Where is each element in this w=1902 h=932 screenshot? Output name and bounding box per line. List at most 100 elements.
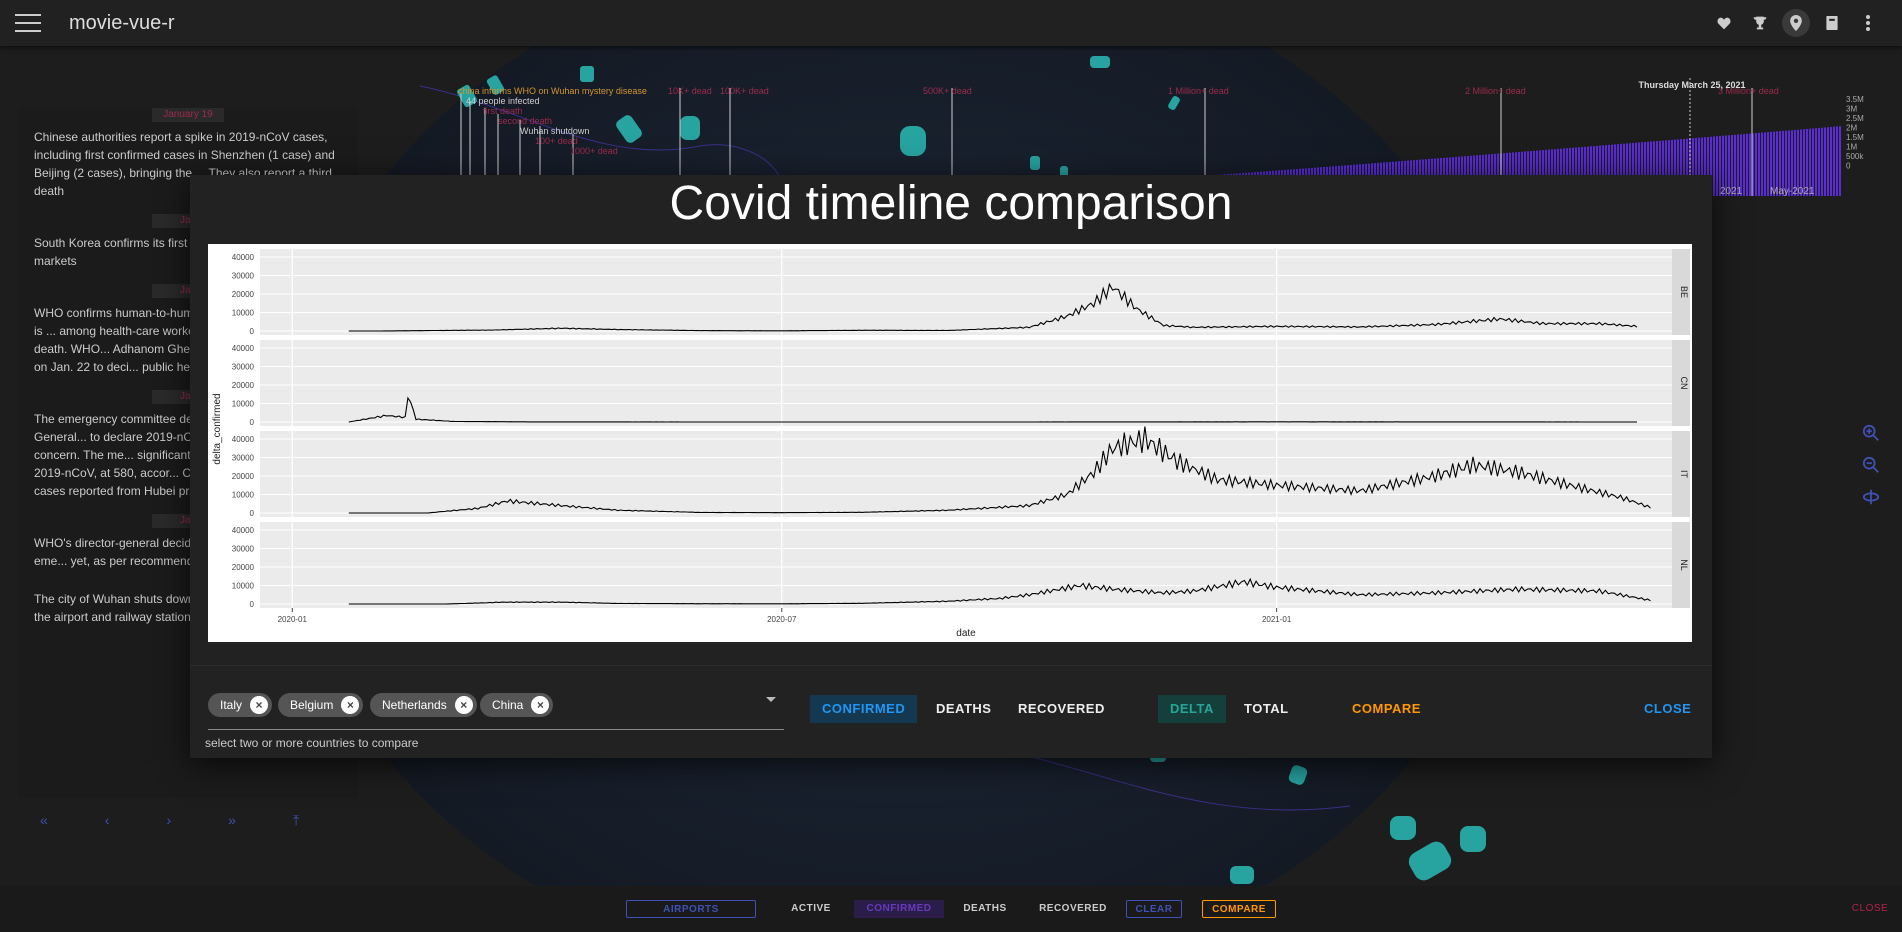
first-page-button[interactable]: « <box>40 812 48 829</box>
timeline-ytick: 1.5M <box>1846 133 1864 142</box>
close-dialog-button[interactable]: CLOSE <box>1632 695 1703 723</box>
deaths-filter[interactable]: DEATHS <box>960 900 1010 918</box>
y-tick-label: 30000 <box>232 272 255 281</box>
country-chip: China × <box>480 693 553 717</box>
x-tick-label: 2020-01 <box>278 615 308 624</box>
app-title: movie-vue-r <box>69 12 175 35</box>
airports-toggle[interactable]: AIRPORTS <box>626 900 756 918</box>
compare-dialog: Covid timeline comparison 0 10000 20000 300… <box>190 175 1712 758</box>
country-chip-label: Italy <box>220 698 242 712</box>
compare-button[interactable]: COMPARE <box>1340 695 1433 723</box>
facet-panel <box>260 431 1672 517</box>
map-zoom-controls <box>1862 424 1880 506</box>
chevron-down-icon[interactable] <box>766 697 776 702</box>
news-pager: « ‹ › » ⤒ <box>40 812 299 829</box>
timeline-event-label[interactable]: Wuhan shutdown <box>520 126 589 136</box>
timeline-event-label[interactable]: 100K+ dead <box>720 86 769 96</box>
timeline-event-label[interactable]: 10K+ dead <box>668 86 712 96</box>
y-tick-label: 10000 <box>232 582 255 591</box>
timeline-event-label[interactable]: 1 Million+ dead <box>1168 86 1229 96</box>
recovered-toggle[interactable]: RECOVERED <box>1006 695 1117 723</box>
upload-button[interactable]: ⤒ <box>293 812 299 829</box>
remove-chip-icon[interactable]: × <box>341 696 359 714</box>
timeline-event-label[interactable]: china informs WHO on Wuhan mystery disea… <box>458 86 647 96</box>
app-bar: movie-vue-r <box>0 0 1902 46</box>
timeline-event-label[interactable]: 2 Million+ dead <box>1465 86 1526 96</box>
confirmed-toggle[interactable]: CONFIRMED <box>810 695 917 723</box>
timeline-xtick: 2021 <box>1720 186 1743 196</box>
x-tick-label: 2021-01 <box>1262 615 1292 624</box>
timeline-ytick: 500k <box>1846 152 1864 161</box>
dialog-title: Covid timeline comparison <box>190 175 1712 245</box>
x-tick-label: 2020-07 <box>767 615 797 624</box>
book-icon[interactable] <box>1818 9 1846 37</box>
x-axis-label: date <box>956 628 976 639</box>
y-tick-label: 30000 <box>232 363 255 372</box>
y-tick-label: 10000 <box>232 491 255 500</box>
country-chip: Netherlands × <box>370 693 477 717</box>
y-tick-label: 20000 <box>232 563 255 572</box>
zoom-out-icon[interactable] <box>1862 456 1880 474</box>
y-tick-label: 20000 <box>232 381 255 390</box>
facet-label: IT <box>1679 470 1689 479</box>
heart-icon[interactable] <box>1710 9 1738 37</box>
active-toggle[interactable]: ACTIVE <box>786 900 836 918</box>
timeline-ytick: 3.5M <box>1846 95 1864 104</box>
timeline-event-label[interactable]: 1000+ dead <box>570 146 618 156</box>
confirmed-filter[interactable]: CONFIRMED <box>854 900 944 918</box>
facet-panel <box>260 522 1672 608</box>
timeline-ytick: 2M <box>1846 124 1857 133</box>
timeline-date-label: Thursday March 25, 2021 <box>1638 80 1745 90</box>
remove-chip-icon[interactable]: × <box>250 696 268 714</box>
remove-chip-icon[interactable]: × <box>455 696 473 714</box>
y-tick-label: 10000 <box>232 400 255 409</box>
y-tick-label: 10000 <box>232 309 255 318</box>
bottom-close-button[interactable]: CLOSE <box>1850 900 1890 918</box>
y-tick-label: 20000 <box>232 290 255 299</box>
timeline-event-label[interactable]: 44 people infected <box>466 96 540 106</box>
timeline-event-label[interactable]: second death <box>498 116 552 126</box>
last-page-button[interactable]: » <box>228 812 236 829</box>
y-tick-label: 40000 <box>232 253 255 262</box>
timeline-ytick: 3M <box>1846 105 1857 114</box>
y-tick-label: 40000 <box>232 435 255 444</box>
total-toggle[interactable]: TOTAL <box>1232 695 1301 723</box>
country-chip: Belgium × <box>278 693 363 717</box>
bottom-compare-button[interactable]: COMPARE <box>1202 900 1276 918</box>
recovered-filter[interactable]: RECOVERED <box>1038 900 1108 918</box>
timeline-event-label[interactable]: 500K+ dead <box>923 86 972 96</box>
prev-page-button[interactable]: ‹ <box>105 812 110 829</box>
more-vert-icon[interactable] <box>1854 9 1882 37</box>
compare-controls: Italy × Belgium × Netherlands × China × select … <box>190 665 1712 758</box>
next-page-button[interactable]: › <box>166 812 171 829</box>
y-tick-label: 30000 <box>232 545 255 554</box>
y-axis-label: delta_confirmed <box>212 393 223 464</box>
timeline-ytick: 0 <box>1846 162 1851 171</box>
trophy-icon[interactable] <box>1746 9 1774 37</box>
deaths-toggle[interactable]: DEATHS <box>924 695 1003 723</box>
rotate-globe-icon[interactable] <box>1862 488 1880 506</box>
facet-panel <box>260 340 1672 426</box>
map-pin-icon[interactable] <box>1782 9 1810 37</box>
country-chip-label: Netherlands <box>382 698 447 712</box>
y-tick-label: 40000 <box>232 526 255 535</box>
clear-button[interactable]: CLEAR <box>1126 900 1182 918</box>
zoom-in-icon[interactable] <box>1862 424 1880 442</box>
country-select[interactable] <box>208 729 784 730</box>
delta-toggle[interactable]: DELTA <box>1158 695 1226 723</box>
y-tick-label: 0 <box>250 327 255 336</box>
timeline-xtick: May-2021 <box>1770 186 1815 196</box>
bottom-toolbar: AIRPORTS ACTIVE CONFIRMED DEATHS RECOVER… <box>0 886 1902 932</box>
facet-label: NL <box>1679 559 1689 571</box>
remove-chip-icon[interactable]: × <box>531 696 549 714</box>
y-tick-label: 20000 <box>232 472 255 481</box>
facet-label: BE <box>1679 286 1689 298</box>
y-tick-label: 0 <box>250 418 255 427</box>
timeline-event-label[interactable]: first death <box>483 106 523 116</box>
country-chip-label: Belgium <box>290 698 333 712</box>
facet-label: CN <box>1679 377 1689 390</box>
country-chip: Italy × <box>208 693 272 717</box>
timeline-event-label[interactable]: 100+ dead <box>535 136 578 146</box>
y-tick-label: 40000 <box>232 344 255 353</box>
menu-icon[interactable] <box>15 14 41 32</box>
